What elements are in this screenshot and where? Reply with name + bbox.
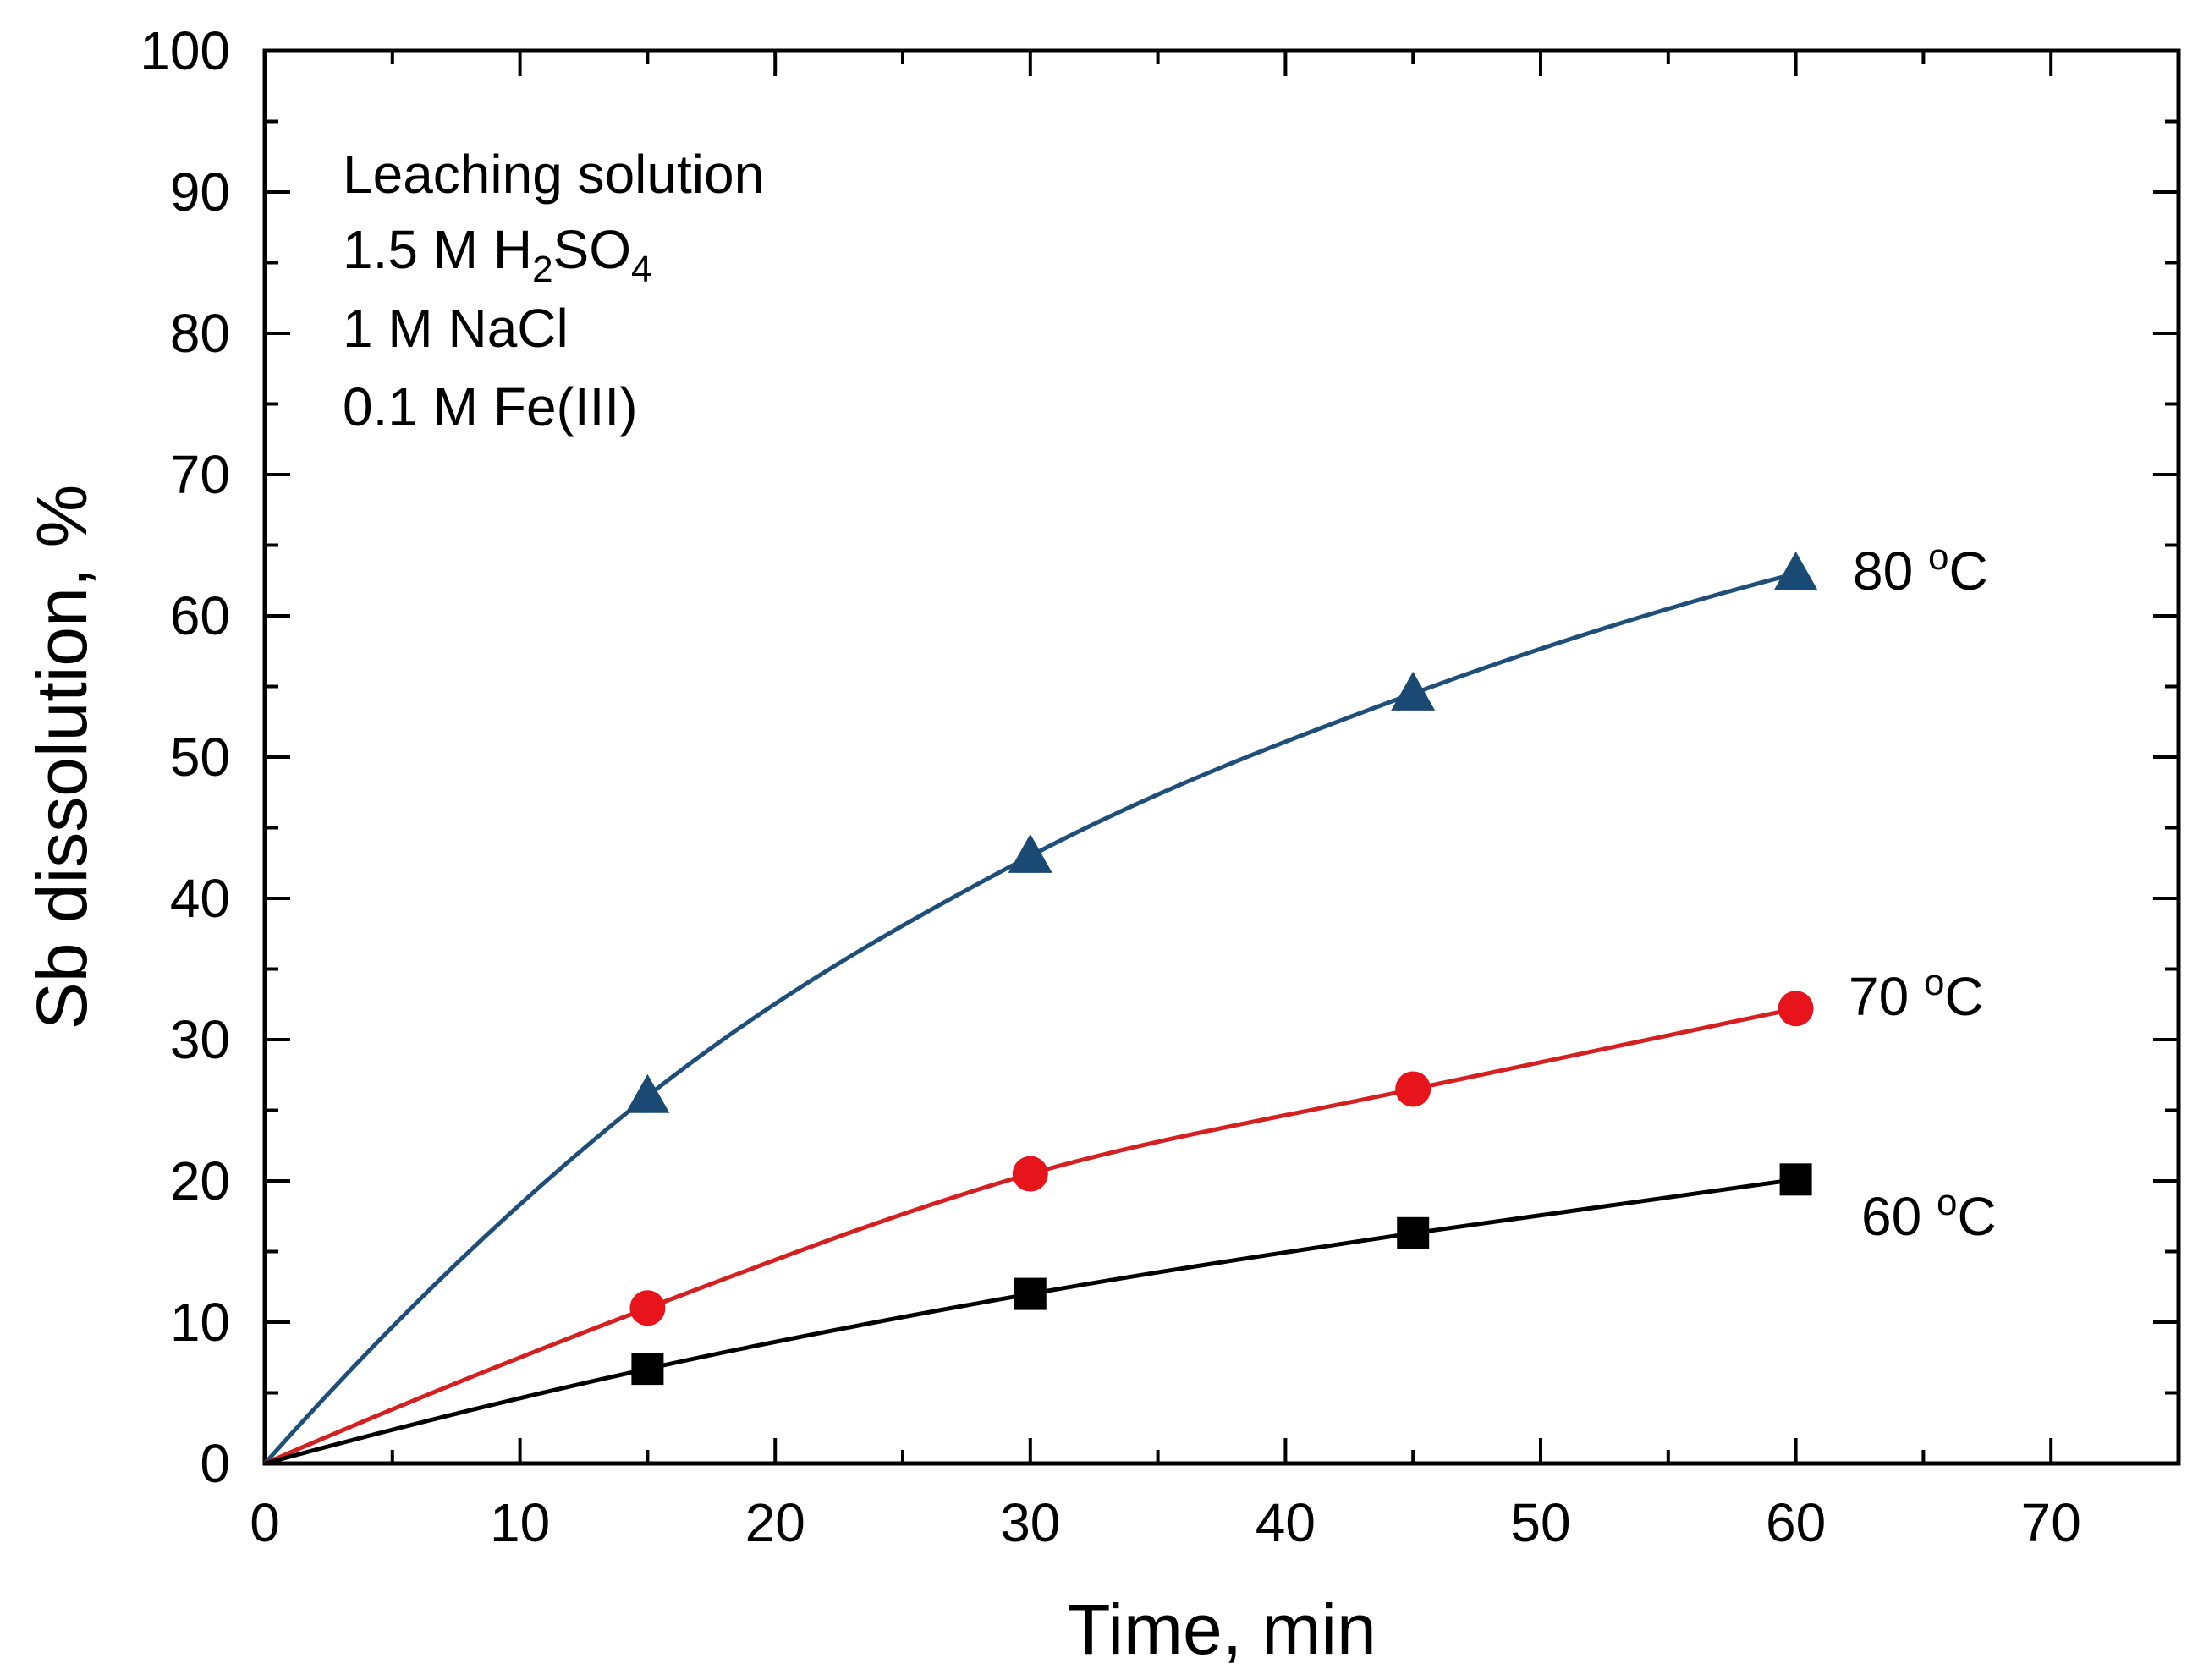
marker-60c (631, 1353, 664, 1386)
x-tick-label: 20 (745, 1492, 805, 1553)
x-tick-label: 50 (1510, 1492, 1570, 1553)
marker-70c (629, 1290, 666, 1326)
marker-70c (1778, 991, 1814, 1027)
series-label-80c: 80 oC (1853, 536, 1988, 601)
y-tick-label: 70 (170, 444, 230, 505)
series-markers (625, 551, 1818, 1386)
y-tick-label: 40 (170, 868, 230, 929)
marker-80c (625, 1073, 670, 1113)
y-tick-label: 60 (170, 585, 230, 646)
y-tick-label: 20 (170, 1150, 230, 1211)
annotation-box: Leaching solution 1.5 M H2SO4 1 M NaCl 0.1… (343, 144, 764, 437)
y-axis-label: Sb dissolution, % (22, 485, 102, 1029)
marker-80c (1773, 551, 1818, 590)
series-label-70c: 70 oC (1849, 962, 1984, 1027)
marker-70c (1395, 1071, 1431, 1107)
tick-labels: 0 10 20 30 40 50 60 70 0 10 20 30 40 50 60 70 80 90 100 (140, 20, 2081, 1553)
x-axis-label: Time, min (1067, 1589, 1377, 1669)
x-tick-label: 40 (1256, 1492, 1316, 1553)
x-tick-label: 70 (2021, 1492, 2081, 1553)
x-tick-label: 30 (1000, 1492, 1060, 1553)
x-tick-label: 10 (490, 1492, 550, 1553)
y-tick-label: 100 (140, 20, 230, 81)
marker-70c (1012, 1156, 1048, 1192)
annotation-line: 1 M NaCl (343, 298, 569, 359)
curve-80c (263, 571, 1797, 1465)
marker-60c (1397, 1216, 1430, 1249)
series-curves (263, 571, 1797, 1466)
marker-60c (1014, 1277, 1047, 1310)
series-label-60c: 60 oC (1861, 1182, 1997, 1247)
annotation-line: 0.1 M Fe(III) (343, 376, 638, 437)
x-tick-label: 60 (1766, 1492, 1826, 1553)
y-tick-label: 0 (200, 1433, 230, 1494)
axis-ticks (263, 49, 2180, 1465)
y-tick-label: 90 (170, 162, 230, 222)
annotation-line: 1.5 M H2SO4 (343, 219, 652, 290)
y-tick-label: 10 (170, 1292, 230, 1353)
annotation-title: Leaching solution (343, 144, 764, 205)
marker-80c (1391, 671, 1436, 711)
y-tick-label: 80 (170, 303, 230, 364)
curve-60c (264, 1177, 1796, 1466)
series-labels: 80 oC 70 oC 60 oC (1849, 536, 1997, 1247)
curve-70c (264, 1006, 1797, 1466)
marker-80c (1008, 833, 1052, 873)
y-tick-label: 30 (170, 1009, 230, 1070)
y-tick-label: 50 (170, 727, 230, 788)
marker-60c (1779, 1163, 1812, 1196)
x-tick-label: 0 (250, 1492, 280, 1553)
